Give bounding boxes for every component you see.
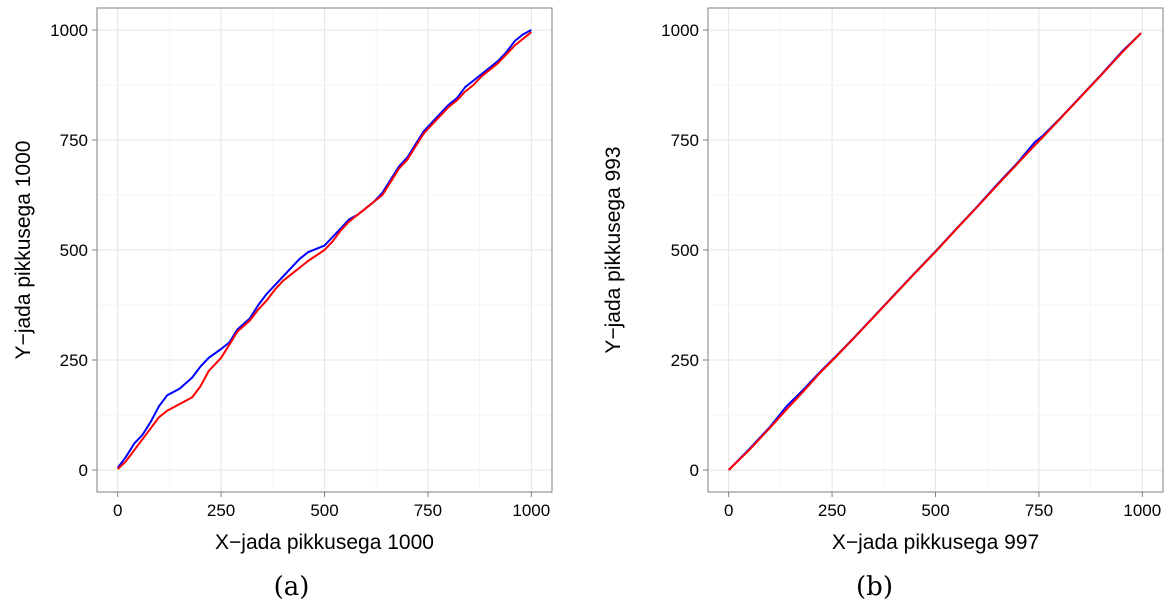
y-tick-label: 500	[671, 241, 699, 260]
x-axis-label: X−jada pikkusega 1000	[215, 531, 434, 554]
y-tick-label: 250	[60, 351, 88, 370]
x-tick-label: 500	[310, 501, 338, 520]
y-tick-label: 750	[60, 131, 88, 150]
y-tick-label: 0	[690, 461, 699, 480]
series-line-2	[117, 31, 532, 470]
y-axis-label: Y−jada pikkusega 1000	[12, 141, 35, 360]
x-tick-label: 250	[207, 501, 235, 520]
x-tick-label: 1000	[512, 501, 550, 520]
y-axis-label: Y−jada pikkusega 993	[602, 146, 625, 353]
series-line-1	[116, 29, 532, 469]
y-tick-label: 500	[60, 241, 88, 260]
chart-a: 0 250 500 750 1000 0 250 500 750 1000 X−jada pikku…	[12, 7, 553, 554]
caption-b: (b)	[856, 572, 893, 602]
chart-b: 0 250 500 750 1000 0 250 500 750 1000 X−jada pikku…	[602, 7, 1164, 554]
y-tick-label: 750	[671, 131, 699, 150]
x-tick-label: 0	[113, 501, 122, 520]
x-tick-label: 750	[414, 501, 442, 520]
y-tick-label: 1000	[661, 21, 699, 40]
grid	[708, 8, 1163, 492]
series-line-2	[728, 32, 1142, 471]
chart-panel-b: 0 250 500 750 1000 0 250 500 750 1000 X−jada pikku…	[583, 0, 1166, 615]
x-axis-label: X−jada pikkusega 997	[832, 531, 1039, 554]
x-tick-label: 1000	[1123, 501, 1161, 520]
caption-a: (a)	[273, 572, 310, 602]
x-tick-label: 750	[1025, 501, 1053, 520]
x-tick-label: 250	[818, 501, 846, 520]
y-tick-label: 250	[671, 351, 699, 370]
y-tick-label: 0	[79, 461, 88, 480]
y-tick-label: 1000	[50, 21, 88, 40]
chart-panel-a: 0 250 500 750 1000 0 250 500 750 1000 X−jada pikku…	[12, 7, 553, 602]
x-tick-label: 500	[921, 501, 949, 520]
x-tick-label: 0	[724, 501, 733, 520]
